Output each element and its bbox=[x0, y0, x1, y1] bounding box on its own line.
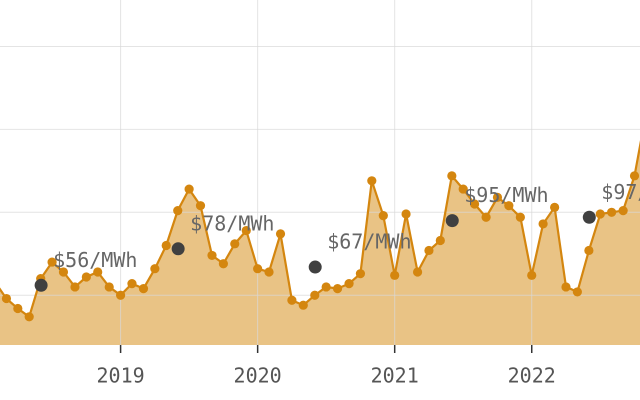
point bbox=[515, 212, 525, 222]
point bbox=[230, 239, 240, 249]
point bbox=[332, 284, 343, 294]
point bbox=[81, 272, 91, 282]
x-tick-label: 2022 bbox=[508, 364, 556, 388]
point bbox=[538, 219, 548, 229]
point bbox=[378, 211, 388, 221]
point bbox=[447, 171, 457, 181]
point bbox=[412, 267, 423, 277]
average-point bbox=[171, 242, 185, 256]
x-tick-label: 2020 bbox=[234, 364, 282, 388]
point bbox=[550, 202, 560, 212]
point bbox=[481, 212, 491, 222]
average-point bbox=[582, 210, 596, 224]
point bbox=[629, 171, 640, 181]
point bbox=[13, 303, 23, 314]
point bbox=[115, 290, 126, 300]
point bbox=[310, 290, 320, 300]
average-point bbox=[34, 278, 48, 292]
point bbox=[24, 312, 34, 322]
line bbox=[0, 140, 640, 319]
point bbox=[321, 282, 331, 292]
point bbox=[161, 240, 171, 251]
point bbox=[207, 250, 217, 261]
average-label: $67/MWh bbox=[327, 230, 411, 254]
point bbox=[458, 184, 468, 194]
point bbox=[93, 267, 103, 277]
average-label: $78/MWh bbox=[190, 211, 274, 235]
point bbox=[70, 282, 80, 292]
point bbox=[527, 270, 537, 280]
point bbox=[298, 300, 308, 310]
point bbox=[218, 259, 228, 269]
point bbox=[561, 282, 571, 292]
point bbox=[241, 225, 251, 236]
point bbox=[104, 282, 114, 292]
plot-area: $56/MWh $78/MWh $67/MWh $95/MWh $97/MWh bbox=[0, 0, 640, 345]
point bbox=[195, 201, 206, 211]
average-point bbox=[308, 260, 322, 274]
point bbox=[424, 245, 434, 256]
point bbox=[1, 293, 12, 304]
point bbox=[150, 264, 160, 274]
point bbox=[253, 264, 263, 274]
average-point bbox=[445, 214, 459, 228]
point bbox=[618, 206, 628, 216]
point bbox=[390, 270, 400, 280]
point bbox=[504, 201, 514, 211]
point bbox=[595, 209, 605, 219]
point bbox=[275, 229, 286, 239]
point bbox=[355, 269, 366, 279]
average-label: $56/MWh bbox=[53, 248, 137, 272]
point bbox=[607, 207, 617, 217]
point bbox=[401, 209, 411, 219]
x-tick-label: 2019 bbox=[97, 364, 145, 388]
point bbox=[492, 192, 503, 202]
point bbox=[572, 287, 582, 297]
point bbox=[47, 257, 57, 267]
point bbox=[127, 279, 137, 289]
point bbox=[264, 267, 274, 277]
point bbox=[344, 279, 354, 289]
point bbox=[287, 295, 297, 305]
point bbox=[173, 206, 183, 216]
point bbox=[138, 284, 149, 294]
area bbox=[0, 146, 640, 345]
point bbox=[367, 176, 377, 186]
x-tick-label: 2021 bbox=[371, 364, 419, 388]
point bbox=[584, 245, 594, 256]
average-label: $95/MWh bbox=[464, 183, 548, 207]
point bbox=[58, 267, 69, 277]
average-label: $97/MWh bbox=[601, 180, 640, 204]
point bbox=[469, 199, 480, 209]
point bbox=[184, 184, 194, 194]
x-axis: 2019 2020 2021 2022 bbox=[97, 345, 556, 388]
point bbox=[435, 235, 445, 246]
